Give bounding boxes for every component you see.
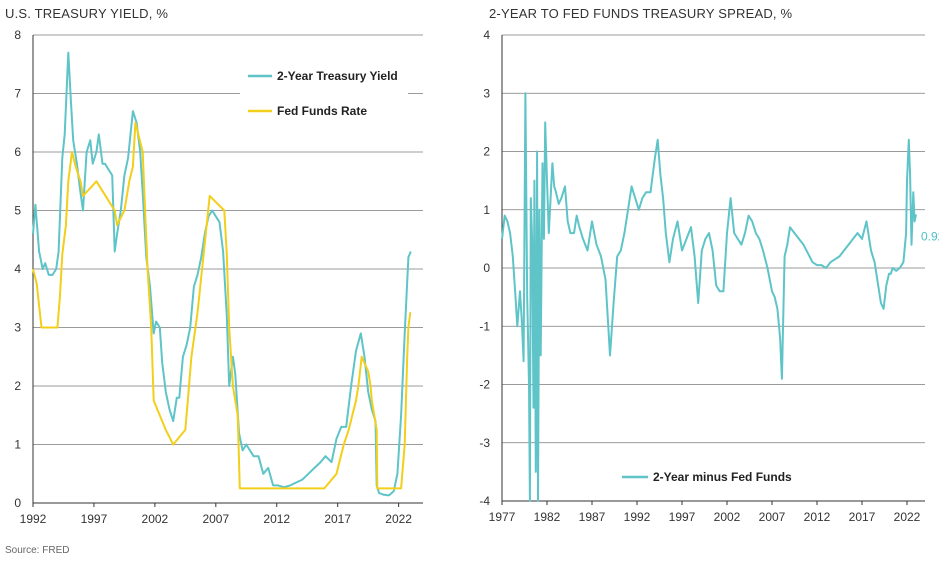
y-tick-label: 5 [14, 204, 21, 218]
y-tick-label: 1 [483, 203, 490, 217]
x-tick-label: 1997 [669, 510, 696, 524]
x-tick-label: 1987 [579, 510, 606, 524]
y-tick-label: 7 [14, 87, 21, 101]
y-tick-label: -3 [479, 436, 490, 450]
x-tick-label: 2012 [263, 512, 290, 526]
x-tick-label: 2002 [714, 510, 741, 524]
treasury-yield-chart: 0 1 2 3 4 5 6 7 8 1992 1997 2002 2007 2012 2017 2022 2-Y… [14, 28, 423, 526]
y-tick-label: 2 [483, 145, 490, 159]
y-tick-label: 3 [483, 86, 490, 100]
x-tick-label: 1982 [534, 510, 561, 524]
x-tick-label: 1992 [20, 512, 47, 526]
fed-funds-rate-line [32, 121, 412, 490]
y-tick-label: 3 [14, 321, 21, 335]
y-tick-label: 0 [14, 496, 21, 510]
x-tick-label: 1997 [81, 512, 108, 526]
x-tick-label: 2007 [759, 510, 786, 524]
x-tick-label: 2017 [324, 512, 351, 526]
end-value-label: 0.924 [921, 229, 939, 243]
source-note: Source: FRED [5, 545, 70, 556]
y-tick-label: 4 [14, 262, 21, 276]
y-tick-label: 1 [14, 438, 21, 452]
x-tick-label: 2017 [849, 510, 876, 524]
y-tick-label: -2 [479, 378, 490, 392]
y-tick-label: -1 [479, 319, 490, 333]
spread-chart: -4 -3 -2 -1 0 1 2 3 4 1977 1982 1987 1992 1997 2002 200… [479, 28, 939, 524]
x-tick-label: 2012 [804, 510, 831, 524]
x-tick-label: 1977 [489, 510, 516, 524]
legend-label: 2-Year Treasury Yield [277, 69, 398, 83]
y-tick-label: 6 [14, 145, 21, 159]
y-tick-label: 2 [14, 379, 21, 393]
2-year-minus-fed-funds-line [501, 92, 917, 502]
x-tick-label: 1992 [624, 510, 651, 524]
y-tick-label: 0 [483, 261, 490, 275]
y-tick-label: 8 [14, 28, 21, 42]
y-tick-label: -4 [479, 494, 490, 508]
x-tick-label: 2007 [202, 512, 229, 526]
legend-box [240, 62, 408, 124]
left-chart-title: U.S. TREASURY YIELD, % [5, 6, 169, 21]
x-tick-label: 2002 [142, 512, 169, 526]
x-tick-label: 2022 [385, 512, 412, 526]
right-chart-title: 2-YEAR TO FED FUNDS TREASURY SPREAD, % [489, 6, 793, 21]
legend-label: 2-Year minus Fed Funds [653, 470, 792, 484]
legend-label: Fed Funds Rate [277, 104, 367, 118]
y-tick-label: 4 [483, 28, 490, 42]
2-year-treasury-yield-line [32, 51, 412, 497]
x-tick-label: 2022 [894, 510, 921, 524]
